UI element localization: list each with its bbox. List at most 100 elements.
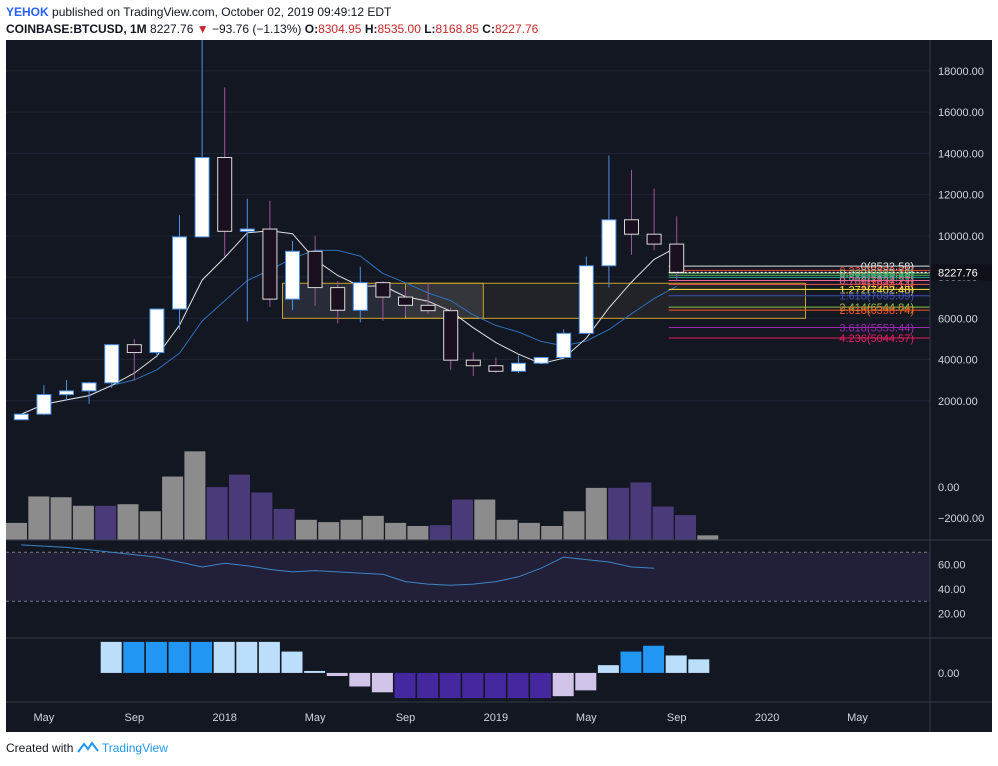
author-name[interactable]: YEHOK [6,5,49,19]
ma-fast-line [21,230,677,415]
candle-body [488,365,504,372]
close-label: C: [482,22,495,36]
candle-body [149,308,165,354]
fib-level-label: 3.618(5553.44) [839,323,914,335]
tradingview-logo-icon [76,741,99,753]
candle-body [443,310,459,361]
candle-body [285,250,300,300]
volume-bar [117,504,139,540]
chart-area[interactable]: 18000.00 16000.00 14000.00 12000.00 10000.00… [6,33,992,732]
candle-body [669,243,685,273]
candle-body [420,304,436,312]
rsi-tick-label: 40.00 [938,584,966,596]
change-arrow-icon: ▼ [196,22,209,36]
histogram-tick-label: 0.00 [938,668,959,680]
candle-body [172,236,187,310]
ma-slow-line [21,249,677,415]
rsi-line [21,544,655,586]
last-price: 8227.76 [150,22,194,36]
volume-bar [697,535,719,540]
created-with-label: Created with [6,741,74,755]
histogram-bar [417,672,439,699]
volume-bar [229,474,250,540]
histogram-bar [281,651,303,673]
candle-body [398,296,413,306]
volume-bar [6,522,27,540]
price-change: −93.76 (−1.13%) [211,22,302,36]
volume-bar [407,526,429,540]
volume-bar [563,511,585,540]
histogram-bar [462,672,484,699]
candle-body [104,344,120,384]
volume-bar [518,522,540,540]
candle-body [126,344,142,354]
histogram-bar [484,672,506,699]
volume-bar [28,496,50,540]
candle-body [81,382,97,392]
candle-body [13,413,29,421]
candle-body [217,157,233,232]
volume-bar [652,506,674,540]
candle-body [646,233,662,245]
volume-tick-label: 0.00 [938,482,959,494]
candle-body [624,219,639,235]
candle-body [262,228,278,300]
candle-body [194,157,210,238]
volume-bar [541,526,563,540]
fib-level-label: 0.618(7983.52) [839,272,914,284]
histogram-bar [597,665,619,673]
open-value: 8304.95 [318,22,362,36]
volume-bar [318,522,340,540]
volume-bar [385,522,407,540]
histogram-bar [530,672,552,699]
fib-level-label: 2.414(6544.84) [839,302,914,314]
chart-svg[interactable]: 18000.00 16000.00 14000.00 12000.00 10000.00… [6,33,992,732]
volume-bar [362,515,384,540]
histogram-bar [100,641,122,673]
symbol-line: COINBASE:BTCUSD, 1M 8227.76 ▼ −93.76 (−1… [6,22,538,36]
rsi-band [6,552,930,602]
candle-body [533,356,549,364]
candle-body [556,332,572,358]
price-tick-label: 12000.00 [938,190,984,202]
fib-level-label: 2.618(6398.74) [839,305,914,317]
x-tick-label: May [576,712,597,724]
footer: Created with TradingView [6,741,168,755]
histogram-bar [439,672,461,699]
histogram-bar [620,651,642,673]
tradingview-brand[interactable]: TradingView [101,741,168,755]
histogram-bar [665,655,687,673]
candle-body [330,287,346,311]
price-label-bg [930,264,992,281]
x-tick-label: 2019 [484,712,508,724]
x-tick-label: Sep [667,712,687,724]
volume-bar [95,505,117,540]
fib-level-label: 1.272(7402.48) [839,284,914,296]
volume-bar [340,519,362,540]
x-tick-label: Sep [396,712,416,724]
volume-bar [675,515,696,540]
volume-bar [184,451,206,540]
histogram-bar [507,672,529,699]
histogram-bar [394,672,416,699]
low-value: 8168.85 [435,22,479,36]
histogram-bar [191,641,213,673]
volume-bar [295,519,317,540]
volume-bar [585,487,607,540]
volume-bar [162,476,184,540]
candle-body [352,282,368,311]
candle-body [601,219,617,267]
open-label: O: [304,22,319,36]
candle-body [578,265,594,334]
x-tick-label: May [847,712,868,724]
histogram-bar [552,672,574,697]
candle-body [59,390,74,396]
price-tick-label: 14000.00 [938,148,984,160]
histogram-bar [371,672,393,693]
candle-body [307,250,323,289]
candle-body [36,394,52,415]
fib-level-label: 0.236(8322.91) [839,265,914,277]
histogram-bar [258,641,280,673]
high-value: 8535.00 [377,22,421,36]
histogram-bar [688,659,710,673]
